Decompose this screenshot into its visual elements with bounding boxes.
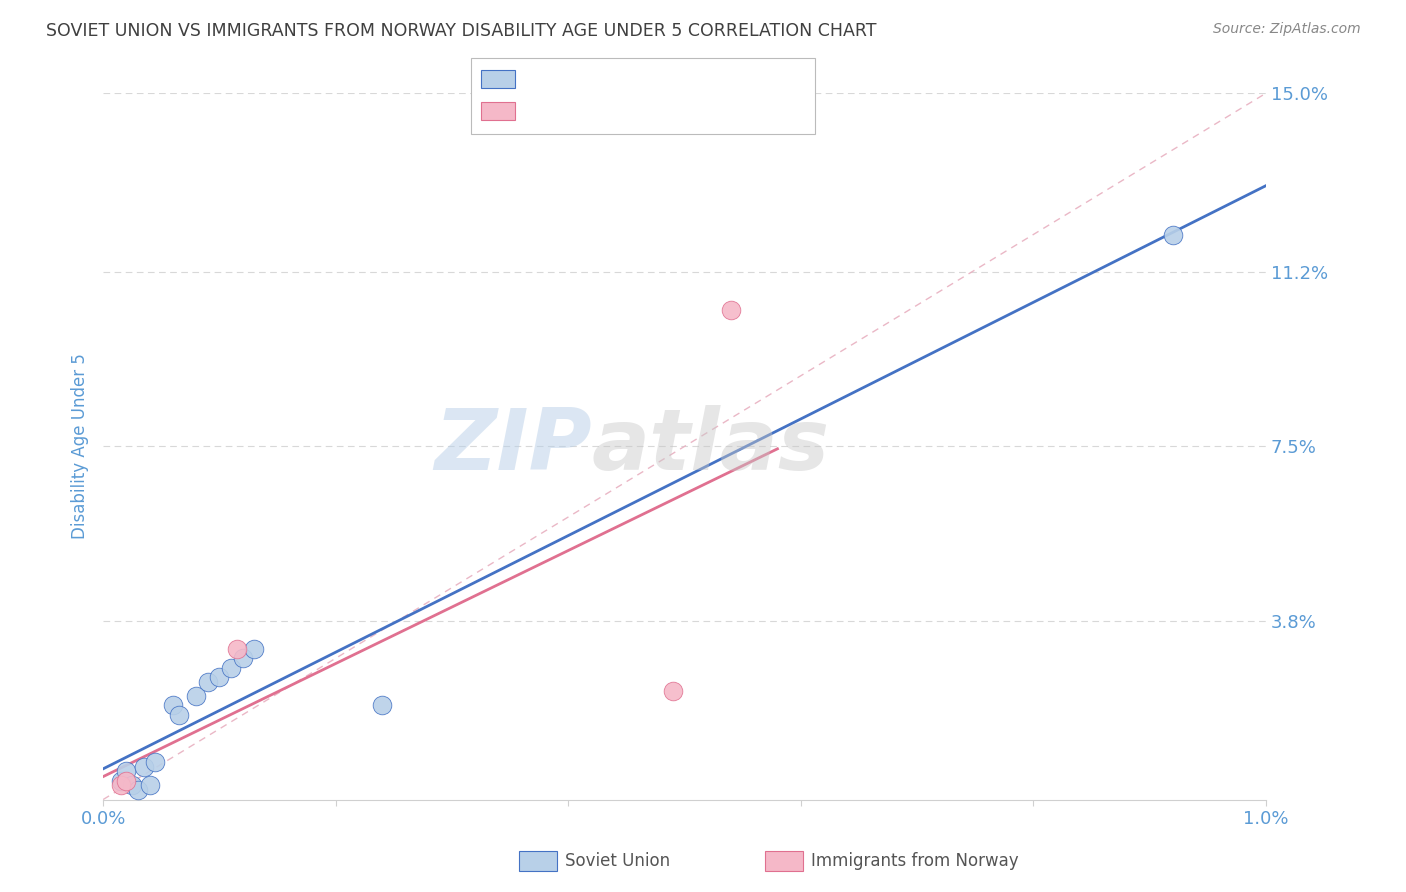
Point xyxy=(243,641,266,656)
Point xyxy=(219,661,242,675)
Point xyxy=(1161,227,1184,242)
Point xyxy=(162,698,184,713)
Text: N =  5: N = 5 xyxy=(689,101,741,119)
Point xyxy=(225,641,247,656)
Text: atlas: atlas xyxy=(592,405,830,488)
Text: Source: ZipAtlas.com: Source: ZipAtlas.com xyxy=(1213,22,1361,37)
Point xyxy=(208,670,231,684)
Text: Immigrants from Norway: Immigrants from Norway xyxy=(811,852,1019,870)
Point xyxy=(115,773,138,788)
Point xyxy=(121,778,143,792)
Text: R = 0.913: R = 0.913 xyxy=(522,70,605,87)
Text: Soviet Union: Soviet Union xyxy=(565,852,671,870)
Text: R = 0.799: R = 0.799 xyxy=(522,101,605,119)
Y-axis label: Disability Age Under 5: Disability Age Under 5 xyxy=(72,353,89,540)
Point xyxy=(186,689,208,703)
Point xyxy=(167,707,190,722)
Point xyxy=(371,698,394,713)
Point xyxy=(720,302,742,317)
Point xyxy=(115,764,138,779)
Point xyxy=(127,783,149,797)
Text: ZIP: ZIP xyxy=(434,405,592,488)
Text: SOVIET UNION VS IMMIGRANTS FROM NORWAY DISABILITY AGE UNDER 5 CORRELATION CHART: SOVIET UNION VS IMMIGRANTS FROM NORWAY D… xyxy=(46,22,877,40)
Point xyxy=(662,684,685,698)
Text: N = 17: N = 17 xyxy=(689,70,747,87)
Point xyxy=(138,778,160,792)
Point xyxy=(145,755,167,769)
Point xyxy=(110,773,132,788)
Point xyxy=(232,651,254,665)
Point xyxy=(197,674,219,689)
Point xyxy=(110,778,132,792)
Point xyxy=(132,759,155,773)
